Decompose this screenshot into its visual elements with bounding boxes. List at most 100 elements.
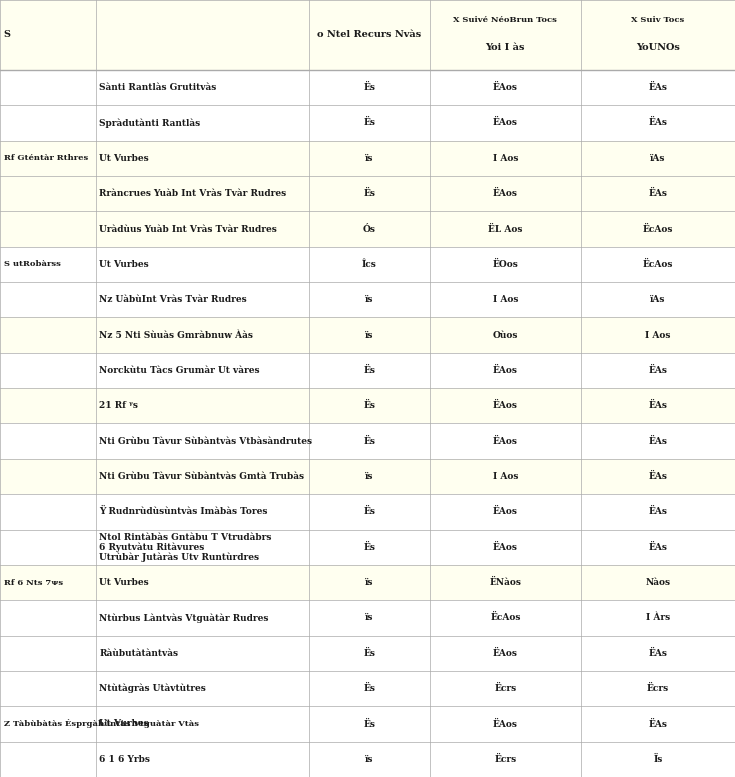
Bar <box>0 671 735 706</box>
Text: Rràncrues Yuàb Int Vràs Tvàr Rudres: Rràncrues Yuàb Int Vràs Tvàr Rudres <box>99 189 287 198</box>
Text: Norckùtu Tàcs Grumàr Ut vàres: Norckùtu Tàcs Grumàr Ut vàres <box>99 366 259 375</box>
Text: ËAs: ËAs <box>648 507 667 517</box>
Text: ËNàos: ËNàos <box>490 578 521 587</box>
Text: 21 Rf ᵞs: 21 Rf ᵞs <box>99 401 138 410</box>
Text: Nti Grùbu Tàvur Sùbàntvàs Gmtà Trubàs: Nti Grùbu Tàvur Sùbàntvàs Gmtà Trubàs <box>99 472 304 481</box>
Text: Ës: Ës <box>363 189 376 198</box>
Text: ïAs: ïAs <box>650 154 665 163</box>
Text: Îcs: Îcs <box>362 260 377 269</box>
Text: ËOos: ËOos <box>492 260 518 269</box>
Text: Ntùrbus Làntvàs Vtguàtàr Rudres: Ntùrbus Làntvàs Vtguàtàr Rudres <box>99 613 268 622</box>
Text: ïs: ïs <box>365 154 373 163</box>
Text: ËAos: ËAos <box>493 507 517 517</box>
Text: I Aos: I Aos <box>492 295 518 305</box>
Text: Ës: Ës <box>363 437 376 446</box>
Text: ËcAos: ËcAos <box>642 260 673 269</box>
Bar <box>0 706 735 741</box>
Text: ïs: ïs <box>365 295 373 305</box>
Bar <box>0 636 735 671</box>
Text: ËAs: ËAs <box>648 542 667 552</box>
Text: Utrùbàr Jutàràs Utv Runtùrdres: Utrùbàr Jutàràs Utv Runtùrdres <box>99 552 259 562</box>
Text: ËAs: ËAs <box>648 720 667 729</box>
Bar <box>0 741 735 777</box>
Text: Ÿ Rudnrùdùsùntvàs Imàbàs Tores: Ÿ Rudnrùdùsùntvàs Imàbàs Tores <box>99 507 268 517</box>
Bar <box>0 388 735 423</box>
Text: ËAos: ËAos <box>493 437 517 446</box>
Bar <box>0 247 735 282</box>
Text: Ut Vurbes: Ut Vurbes <box>99 260 149 269</box>
Text: Rf Gténtàr Rthres: Rf Gténtàr Rthres <box>4 155 88 162</box>
Text: ËAs: ËAs <box>648 401 667 410</box>
Text: Ràùbutàtàntvàs: Ràùbutàtàntvàs <box>99 649 178 658</box>
Text: Ës: Ës <box>363 684 376 693</box>
Text: ËAs: ËAs <box>648 649 667 658</box>
Text: Sànti Rantlàs Grutitvàs: Sànti Rantlàs Grutitvàs <box>99 83 217 92</box>
Bar <box>0 458 735 494</box>
Text: Nz UàbùInt Vràs Tvàr Rudres: Nz UàbùInt Vràs Tvàr Rudres <box>99 295 247 305</box>
Text: Ës: Ës <box>363 507 376 517</box>
Bar <box>0 353 735 388</box>
Text: Ës: Ës <box>363 542 376 552</box>
Bar <box>0 494 735 530</box>
Text: I Aos: I Aos <box>645 330 670 340</box>
Text: Uràdùus Yuàb Int Vràs Tvàr Rudres: Uràdùus Yuàb Int Vràs Tvàr Rudres <box>99 225 277 234</box>
Text: ËAs: ËAs <box>648 366 667 375</box>
Text: Nàos: Nàos <box>645 578 670 587</box>
Bar <box>0 565 735 600</box>
Text: ËAos: ËAos <box>493 118 517 127</box>
Text: ËAos: ËAos <box>493 189 517 198</box>
Bar <box>0 317 735 353</box>
Text: Ut Vurbes: Ut Vurbes <box>99 154 149 163</box>
Text: Ës: Ës <box>363 401 376 410</box>
Text: ËAos: ËAos <box>493 649 517 658</box>
Text: Nti Grùbu Tàvur Sùbàntvàs Vtbàsàndrutes: Nti Grùbu Tàvur Sùbàntvàs Vtbàsàndrutes <box>99 437 312 446</box>
Text: Ut Vurbes: Ut Vurbes <box>99 720 149 729</box>
Text: ËAs: ËAs <box>648 189 667 198</box>
Text: I Aos: I Aos <box>492 472 518 481</box>
Text: ËAos: ËAos <box>493 720 517 729</box>
Bar <box>0 106 735 141</box>
Text: Ós: Ós <box>363 225 376 234</box>
Bar <box>0 176 735 211</box>
Text: ïs: ïs <box>365 472 373 481</box>
Text: Nz 5 Nti Sùuàs Gmràbnuw Ààs: Nz 5 Nti Sùuàs Gmràbnuw Ààs <box>99 330 253 340</box>
Bar <box>0 70 735 106</box>
Text: Ës: Ës <box>363 83 376 92</box>
Text: 6 1 6 Yrbs: 6 1 6 Yrbs <box>99 754 150 764</box>
Text: ËcAos: ËcAos <box>642 225 673 234</box>
Text: Ntùtàgràs Utàvtùtres: Ntùtàgràs Utàvtùtres <box>99 684 206 693</box>
Text: Ës: Ës <box>363 118 376 127</box>
Text: Yoi I às: Yoi I às <box>486 43 525 52</box>
Text: Ëcrs: Ëcrs <box>494 754 517 764</box>
Text: o Ntel Recurs Nvàs: o Ntel Recurs Nvàs <box>318 30 421 40</box>
Text: YoUNOs: YoUNOs <box>636 43 680 52</box>
Text: X Suiv Tocs: X Suiv Tocs <box>631 16 684 23</box>
Text: ËAs: ËAs <box>648 118 667 127</box>
Text: ïs: ïs <box>365 613 373 622</box>
Bar <box>0 282 735 317</box>
Text: Oùos: Oùos <box>492 330 518 340</box>
Text: Ës: Ës <box>363 366 376 375</box>
Text: ïs: ïs <box>365 754 373 764</box>
Bar <box>0 530 735 565</box>
Text: S utRobàrss: S utRobàrss <box>4 260 60 268</box>
Text: Ut Vurbes: Ut Vurbes <box>99 578 149 587</box>
Text: ËL Aos: ËL Aos <box>488 225 523 234</box>
Text: Ëcrs: Ëcrs <box>647 684 669 693</box>
Text: S: S <box>4 30 11 40</box>
Bar <box>0 0 735 70</box>
Text: Rf 6 Nts 7ᴪs: Rf 6 Nts 7ᴪs <box>4 579 62 587</box>
Text: X Suivé NéoBrun Tocs: X Suivé NéoBrun Tocs <box>453 16 557 23</box>
Text: Spràdutànti Rantlàs: Spràdutànti Rantlàs <box>99 118 201 127</box>
Text: Ës: Ës <box>363 649 376 658</box>
Text: ËAos: ËAos <box>493 542 517 552</box>
Text: 6 Ryutvàtu Ritàvures: 6 Ryutvàtu Ritàvures <box>99 542 204 552</box>
Text: ËAos: ËAos <box>493 401 517 410</box>
Text: Ïs: Ïs <box>653 754 662 764</box>
Bar <box>0 423 735 458</box>
Text: Z Tàbùbàtàs Ésprgàbùntàs Vtguàtàr Vtàs: Z Tàbùbàtàs Ésprgàbùntàs Vtguàtàr Vtàs <box>4 720 198 729</box>
Text: I Àrs: I Àrs <box>646 613 670 622</box>
Text: ËAos: ËAos <box>493 366 517 375</box>
Text: ïs: ïs <box>365 578 373 587</box>
Bar <box>0 211 735 247</box>
